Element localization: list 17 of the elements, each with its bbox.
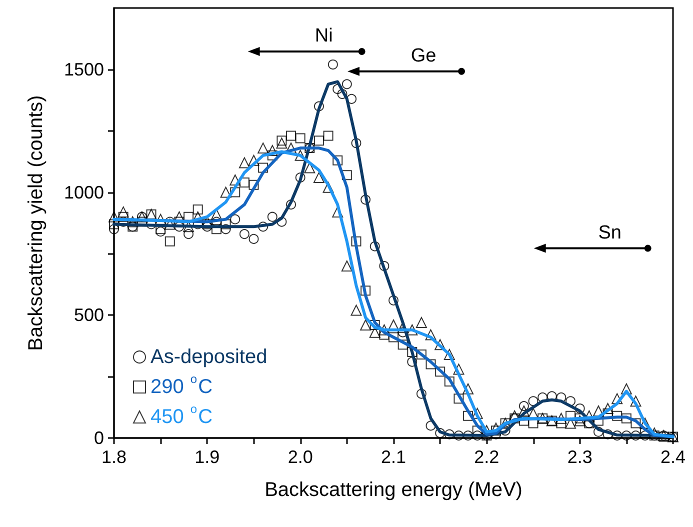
annotation: Ge: [410, 45, 436, 66]
x-tick-label: 2.2: [474, 447, 500, 467]
y-axis-title: Backscattering yield (counts): [25, 95, 47, 351]
x-axis-title: Backscattering energy (MeV): [264, 479, 522, 501]
annotation: Sn: [598, 222, 622, 244]
x-tick-label: 2.3: [567, 447, 592, 467]
y-tick-label: 500: [74, 305, 104, 326]
y-tick-label: 1000: [64, 182, 104, 202]
y-tick-label: 0: [94, 428, 104, 448]
y-tick-label: 1500: [64, 59, 104, 80]
x-tick-label: 2.4: [660, 447, 686, 467]
x-tick-label: 1.9: [194, 447, 220, 467]
x-tick-label: 1.8: [101, 447, 127, 467]
x-tick-label: 2.0: [288, 447, 313, 467]
annotation: Ni: [314, 25, 333, 46]
x-tick-label: 2.1: [380, 447, 406, 467]
legend-label: As-deposited: [150, 346, 268, 368]
